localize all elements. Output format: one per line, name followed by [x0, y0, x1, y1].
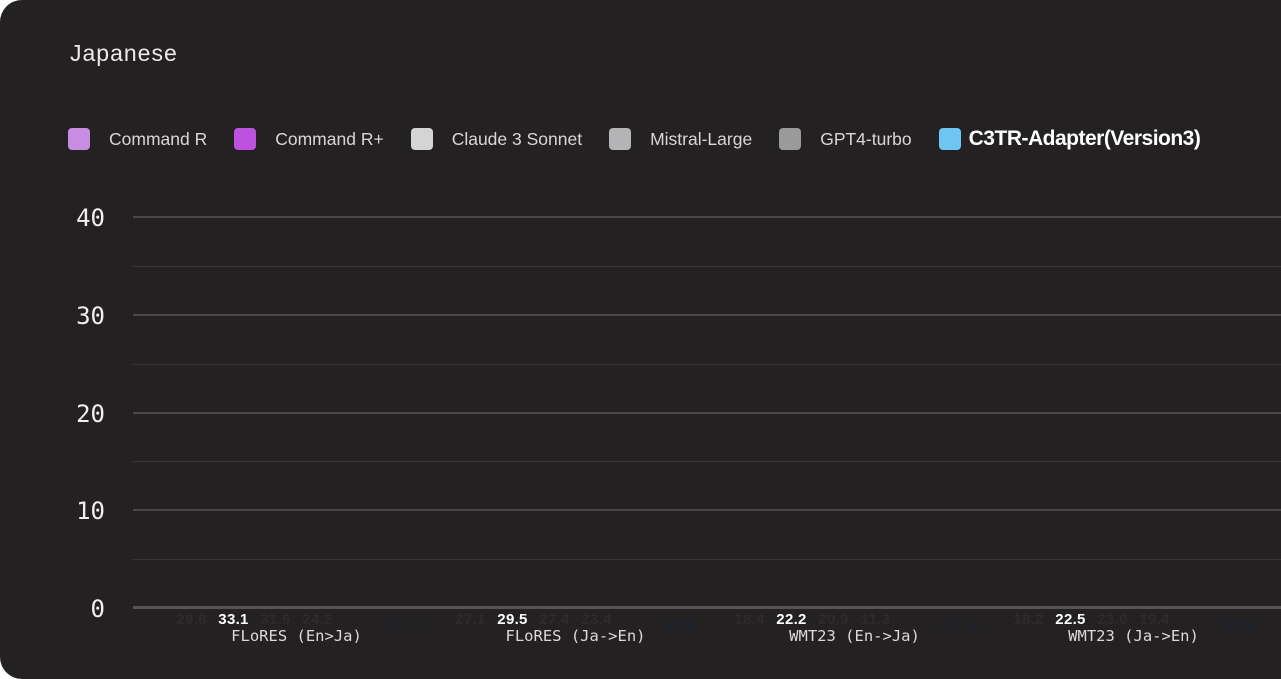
gridline-20 — [133, 411, 1281, 414]
gridline-40 — [133, 216, 1281, 218]
legend-swatch-c3tr-adapter-version3 — [938, 128, 961, 150]
bar-value-label: 22.2 — [776, 611, 807, 628]
bar-value-label: 19.4 — [1139, 611, 1170, 628]
bar-value-label: 11.3 — [860, 611, 891, 628]
bar-value-label: 18.4 — [734, 611, 765, 628]
legend-swatch-claude-3-sonnet — [410, 128, 433, 150]
legend-label-c3tr-adapter-version3: C3TR-Adapter(Version3) — [968, 127, 1201, 150]
legend-label-command-r: Command R+ — [275, 128, 384, 149]
gridline-35 — [133, 265, 1281, 267]
bar-value-label: 18.2 — [1013, 611, 1044, 628]
plot-area: 0 10 20 30 40 29.8 33.1 31.6 24.2 36.4 35.1 27.1 29.… — [76, 206, 1281, 635]
legend-label-mistral-large: Mistral-Large — [650, 128, 753, 149]
bar-value-label: 21.9 — [941, 617, 979, 635]
x-label-wmt23-en-ja: WMT23 (En->Ja) — [789, 627, 920, 645]
gridline-30 — [133, 313, 1281, 316]
bar-value-label: 36.4 — [344, 611, 375, 628]
bar-value-label: 24.2 — [302, 611, 333, 628]
legend-label-command-r: Command R — [109, 128, 208, 149]
bar-value-label: 24.4 — [1181, 611, 1212, 628]
legend-item-claude-3-sonnet: Claude 3 Sonnet — [410, 128, 583, 150]
bar-value-label: 29.8 — [176, 611, 207, 628]
legend-swatch-command-r — [234, 128, 257, 150]
bar-value-label: 23.4 — [581, 611, 612, 628]
x-axis-line — [133, 606, 1281, 609]
gridline-15 — [133, 461, 1281, 463]
gridline-5 — [133, 559, 1281, 561]
legend-item-command-r: Command R+ — [234, 128, 384, 150]
gridline-25 — [133, 363, 1281, 365]
legend-label-claude-3-sonnet: Claude 3 Sonnet — [451, 128, 583, 149]
y-tick-0: 0 — [90, 595, 105, 623]
legend-label-gpt4-turbo: GPT4-turbo — [820, 128, 912, 149]
x-axis-labels: FLoRES (En>Ja) FLoRES (Ja->En) WMT23 (En->… — [133, 627, 1281, 645]
bar-value-label: 28.1 — [623, 611, 654, 628]
bar-value-label: 27.4 — [539, 611, 570, 628]
bar-value-label: 29.5 — [497, 611, 528, 628]
legend-item-c3tr-adapter-version3: C3TR-Adapter(Version3) — [938, 127, 1201, 151]
bar-value-label: 27.1 — [455, 611, 486, 628]
y-tick-20: 20 — [76, 399, 105, 428]
legend-item-mistral-large: Mistral-Large — [609, 128, 752, 150]
legend-item-command-r: Command R — [68, 128, 207, 150]
chart-title: Japanese — [70, 40, 178, 66]
legend: Command R Command R+ Claude 3 Sonnet Mistra… — [68, 127, 1201, 151]
legend-swatch-command-r — [68, 128, 90, 150]
bar-value-label: 23.0 — [1097, 611, 1128, 628]
bar-value-label: 23.3 — [1223, 617, 1254, 634]
y-tick-10: 10 — [76, 497, 105, 526]
bar-value-label: 33.1 — [218, 611, 249, 628]
bar-value-label: 22.4 — [902, 611, 933, 628]
bar-groups: 29.8 33.1 31.6 24.2 36.4 35.1 27.1 29.5 27.4 23.4… — [133, 218, 1281, 635]
x-label-flores-en-ja: FLoRES (En>Ja) — [231, 627, 362, 645]
bar-value-label: 31.6 — [260, 611, 291, 628]
x-label-flores-ja-en: FLoRES (Ja->En) — [505, 627, 646, 645]
bar-value-label: 30.6 — [665, 617, 696, 634]
legend-swatch-mistral-large — [609, 128, 632, 150]
legend-item-gpt4-turbo: GPT4-turbo — [779, 128, 912, 150]
bar-value-label: 22.5 — [1055, 611, 1086, 628]
gridline-10 — [133, 509, 1281, 512]
y-tick-30: 30 — [76, 301, 105, 330]
legend-swatch-gpt4-turbo — [779, 128, 802, 150]
bar-value-label: 35.1 — [383, 617, 421, 635]
bar-value-label: 20.9 — [818, 611, 849, 628]
x-label-wmt23-ja-en: WMT23 (Ja->En) — [1068, 627, 1199, 645]
y-tick-40: 40 — [76, 204, 105, 232]
